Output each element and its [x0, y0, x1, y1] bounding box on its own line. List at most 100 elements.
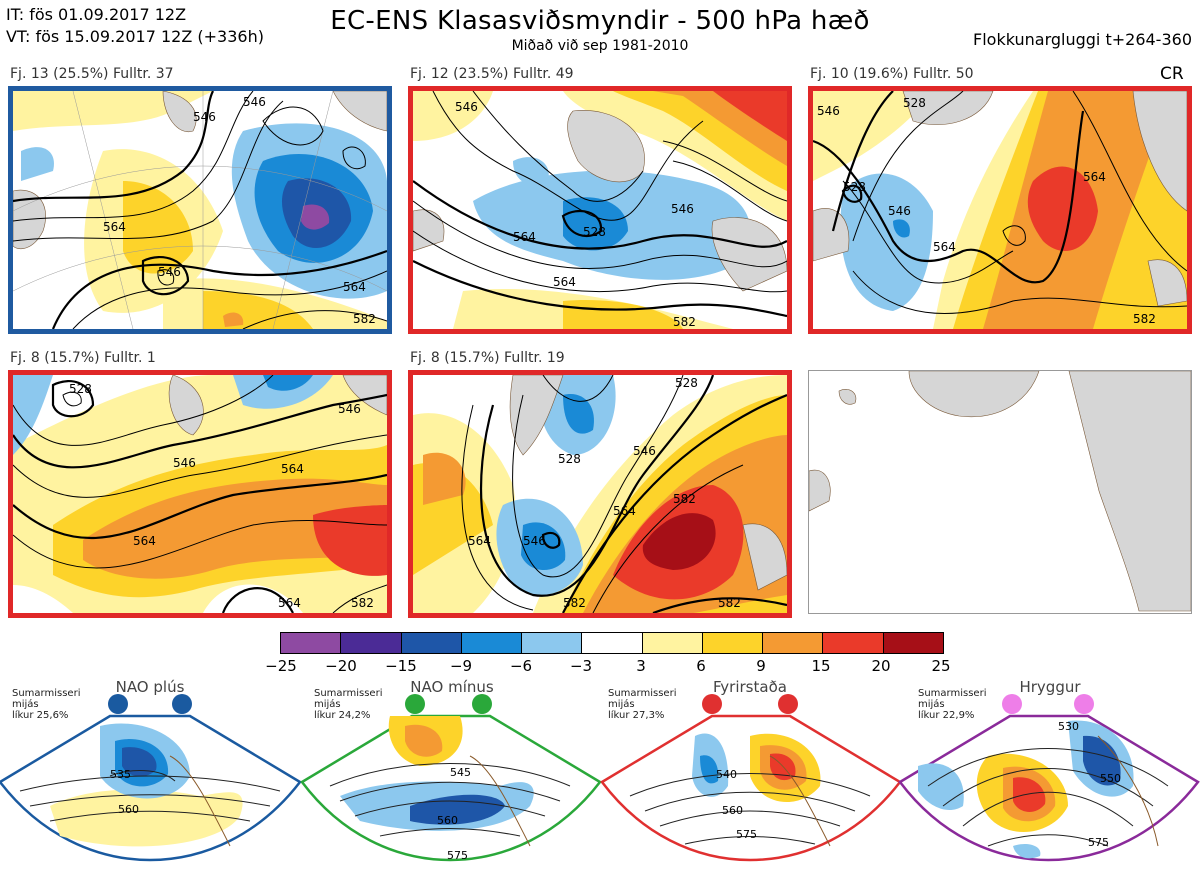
- contour-label: 528: [583, 225, 606, 239]
- contour-label: 560: [437, 814, 458, 827]
- contour-label: 564: [281, 462, 304, 476]
- colorbar-swatch: [642, 633, 703, 653]
- colorbar-tick: −6: [509, 657, 533, 675]
- height-contour: [29, 794, 271, 807]
- contour-label: 564: [343, 280, 366, 294]
- contour-label: 575: [736, 828, 757, 841]
- contour-label: 546: [671, 202, 694, 216]
- colorbar-tick: −20: [325, 657, 357, 675]
- colorbar-tick: 25: [931, 657, 951, 675]
- contour-label: 546: [158, 265, 181, 279]
- regime-note: Sumarmisseri: [314, 688, 383, 699]
- regime-name: NAO mínus: [410, 678, 494, 696]
- contour-label: 582: [351, 596, 374, 610]
- coastline: [469, 755, 531, 847]
- colorbar-swatch: [582, 633, 643, 653]
- height-contour: [379, 828, 521, 837]
- landmass: [813, 91, 1187, 307]
- landmass: [809, 371, 1191, 612]
- page-title: EC-ENS Klasasviðsmyndir - 500 hPa hæð: [330, 6, 870, 36]
- contour-labels: 528 546 546 564 564 564 582: [69, 382, 374, 610]
- contour-label: 582: [353, 312, 376, 326]
- regime-name: NAO plús: [115, 678, 185, 696]
- height-contours: [461, 375, 787, 613]
- cluster-4-label: Fj. 8 (15.7%) Fulltr. 1: [10, 350, 156, 366]
- cluster-map-2: 546 528 546 564 564 582: [408, 86, 792, 334]
- regime-note: Sumarmisseri: [12, 688, 81, 699]
- contour-label: 564: [553, 275, 576, 289]
- anomaly-fill: [813, 91, 1187, 329]
- cluster-1-label: Fj. 13 (25.5%) Fulltr. 37: [10, 66, 174, 82]
- contour-label: 550: [1100, 772, 1121, 785]
- regime-note: mijás: [12, 699, 39, 710]
- colorbar-tick: 9: [756, 657, 766, 675]
- anomaly-fill: [122, 747, 157, 777]
- regime-note: mijás: [608, 699, 635, 710]
- contour-label: 564: [613, 504, 636, 518]
- regime-note: líkur 22,9%: [918, 710, 975, 721]
- contour-label: 546: [193, 110, 216, 124]
- height-contours: [13, 375, 387, 613]
- contour-label: 528: [675, 376, 698, 390]
- cluster-3-label: Fj. 10 (19.6%) Fulltr. 50: [810, 66, 974, 82]
- height-contours: [813, 91, 1187, 314]
- contour-label: 564: [1083, 170, 1106, 184]
- regime-nao-minus: Sumarmisseri mijás líkur 24,2% NAO mínus…: [300, 676, 602, 871]
- contour-label: 546: [523, 534, 546, 548]
- regime-note: líkur 25,6%: [12, 710, 69, 721]
- colorbar-tick: −9: [449, 657, 473, 675]
- contour-label: 582: [1133, 312, 1156, 326]
- contour-label: 564: [933, 240, 956, 254]
- cluster-map-4: 528 546 546 564 564 564 582: [8, 370, 392, 618]
- classification-window: Flokkunargluggi t+264-360: [973, 30, 1192, 49]
- regime-note: Sumarmisseri: [608, 688, 677, 699]
- height-contours: [413, 91, 787, 318]
- colorbar-swatch: [401, 633, 462, 653]
- height-contour: [339, 781, 561, 802]
- colorbar-swatch: [281, 633, 342, 653]
- height-contour: [644, 791, 856, 812]
- colorbar-tick: −25: [265, 657, 297, 675]
- height-contour: [329, 763, 571, 787]
- filled-circle-icon: [405, 694, 425, 714]
- contour-label: 575: [447, 849, 468, 862]
- regime-note: mijás: [314, 699, 341, 710]
- contour-label: 528: [69, 382, 92, 396]
- regime-note: mijás: [918, 699, 945, 710]
- filled-circle-icon: [702, 694, 722, 714]
- colorbar-swatch: [763, 633, 824, 653]
- header-times: IT: fös 01.09.2017 12Z VT: fös 15.09.201…: [6, 4, 264, 48]
- height-contour: [354, 800, 546, 817]
- anomaly-fill: [405, 724, 443, 757]
- contour-label: 530: [1058, 720, 1079, 733]
- contour-label: 582: [673, 492, 696, 506]
- contour-label: 564: [133, 534, 156, 548]
- colorbar-swatch: [883, 633, 943, 653]
- anomaly-fill: [1013, 844, 1041, 859]
- contour-label: 564: [468, 534, 491, 548]
- colorbar-tick: −15: [385, 657, 417, 675]
- height-contours: [13, 91, 387, 329]
- contour-label: 546: [888, 204, 911, 218]
- regime-name: Hryggur: [1019, 678, 1081, 696]
- height-contour: [962, 791, 1134, 827]
- init-time: IT: fös 01.09.2017 12Z: [6, 5, 187, 24]
- contour-label: 560: [118, 803, 139, 816]
- contour-label: 528: [843, 180, 866, 194]
- regime-name: Fyrirstaða: [713, 678, 787, 696]
- height-contour: [659, 810, 841, 827]
- coastline: [169, 755, 231, 847]
- cluster-map-5: 528 528 546 546 564 564 582 582 582: [408, 370, 792, 618]
- colorbar-tick: 20: [871, 657, 891, 675]
- contour-label: 546: [817, 104, 840, 118]
- contour-label: 528: [558, 452, 581, 466]
- colorbar-swatch: [823, 633, 884, 653]
- anomaly-fill: [1083, 735, 1121, 786]
- colorbar-tick: 6: [696, 657, 706, 675]
- contour-labels: 546 528 528 546 564 564 582: [817, 96, 1156, 326]
- contour-label: 546: [633, 444, 656, 458]
- regime-code: CR: [1160, 64, 1184, 84]
- colorbar-tick: 3: [636, 657, 646, 675]
- coastline: [769, 755, 831, 847]
- regime-nao-plus: Sumarmisseri mijás líkur 25,6% NAO plús …: [0, 676, 302, 871]
